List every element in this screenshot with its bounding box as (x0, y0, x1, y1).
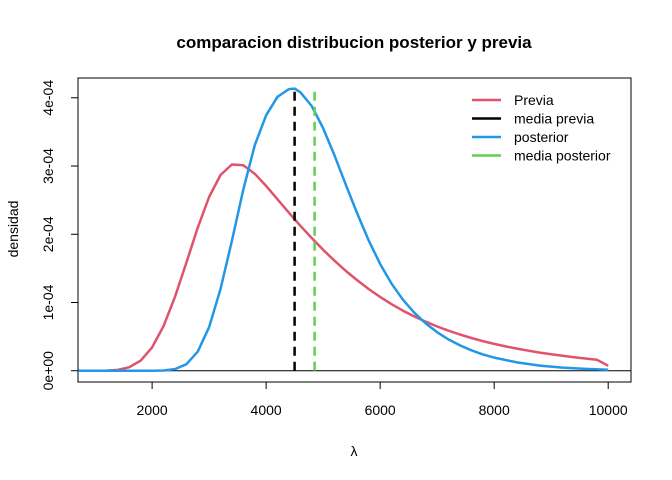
x-tick-label: 10000 (589, 402, 628, 418)
legend: Previa media previa posterior media posteri… (472, 92, 611, 164)
x-tick-label: 6000 (365, 402, 396, 418)
series-line-3 (78, 87, 609, 372)
y-tick-label: 1e-04 (40, 284, 56, 320)
series-layer (78, 87, 631, 372)
y-axis: 0e+00 1e-04 2e-04 3e-04 4e-04 (40, 80, 79, 391)
x-axis-label: λ (351, 443, 358, 459)
legend-label: media posterior (514, 148, 611, 164)
legend-label: Previa (514, 92, 554, 108)
y-axis-label: densidad (5, 201, 21, 258)
series-line-1 (78, 163, 609, 372)
legend-label: media previa (514, 111, 594, 127)
y-tick-label: 4e-04 (40, 80, 56, 116)
x-tick-label: 4000 (251, 402, 282, 418)
y-tick-label: 3e-04 (40, 148, 56, 184)
legend-label: posterior (514, 129, 569, 145)
x-tick-label: 8000 (479, 402, 510, 418)
chart-title: comparacion distribucion posterior y pre… (176, 33, 532, 52)
y-tick-label: 0e+00 (40, 351, 56, 391)
x-axis: 2000 4000 6000 8000 10000 (137, 381, 628, 418)
y-tick-label: 2e-04 (40, 216, 56, 252)
x-tick-label: 2000 (137, 402, 168, 418)
